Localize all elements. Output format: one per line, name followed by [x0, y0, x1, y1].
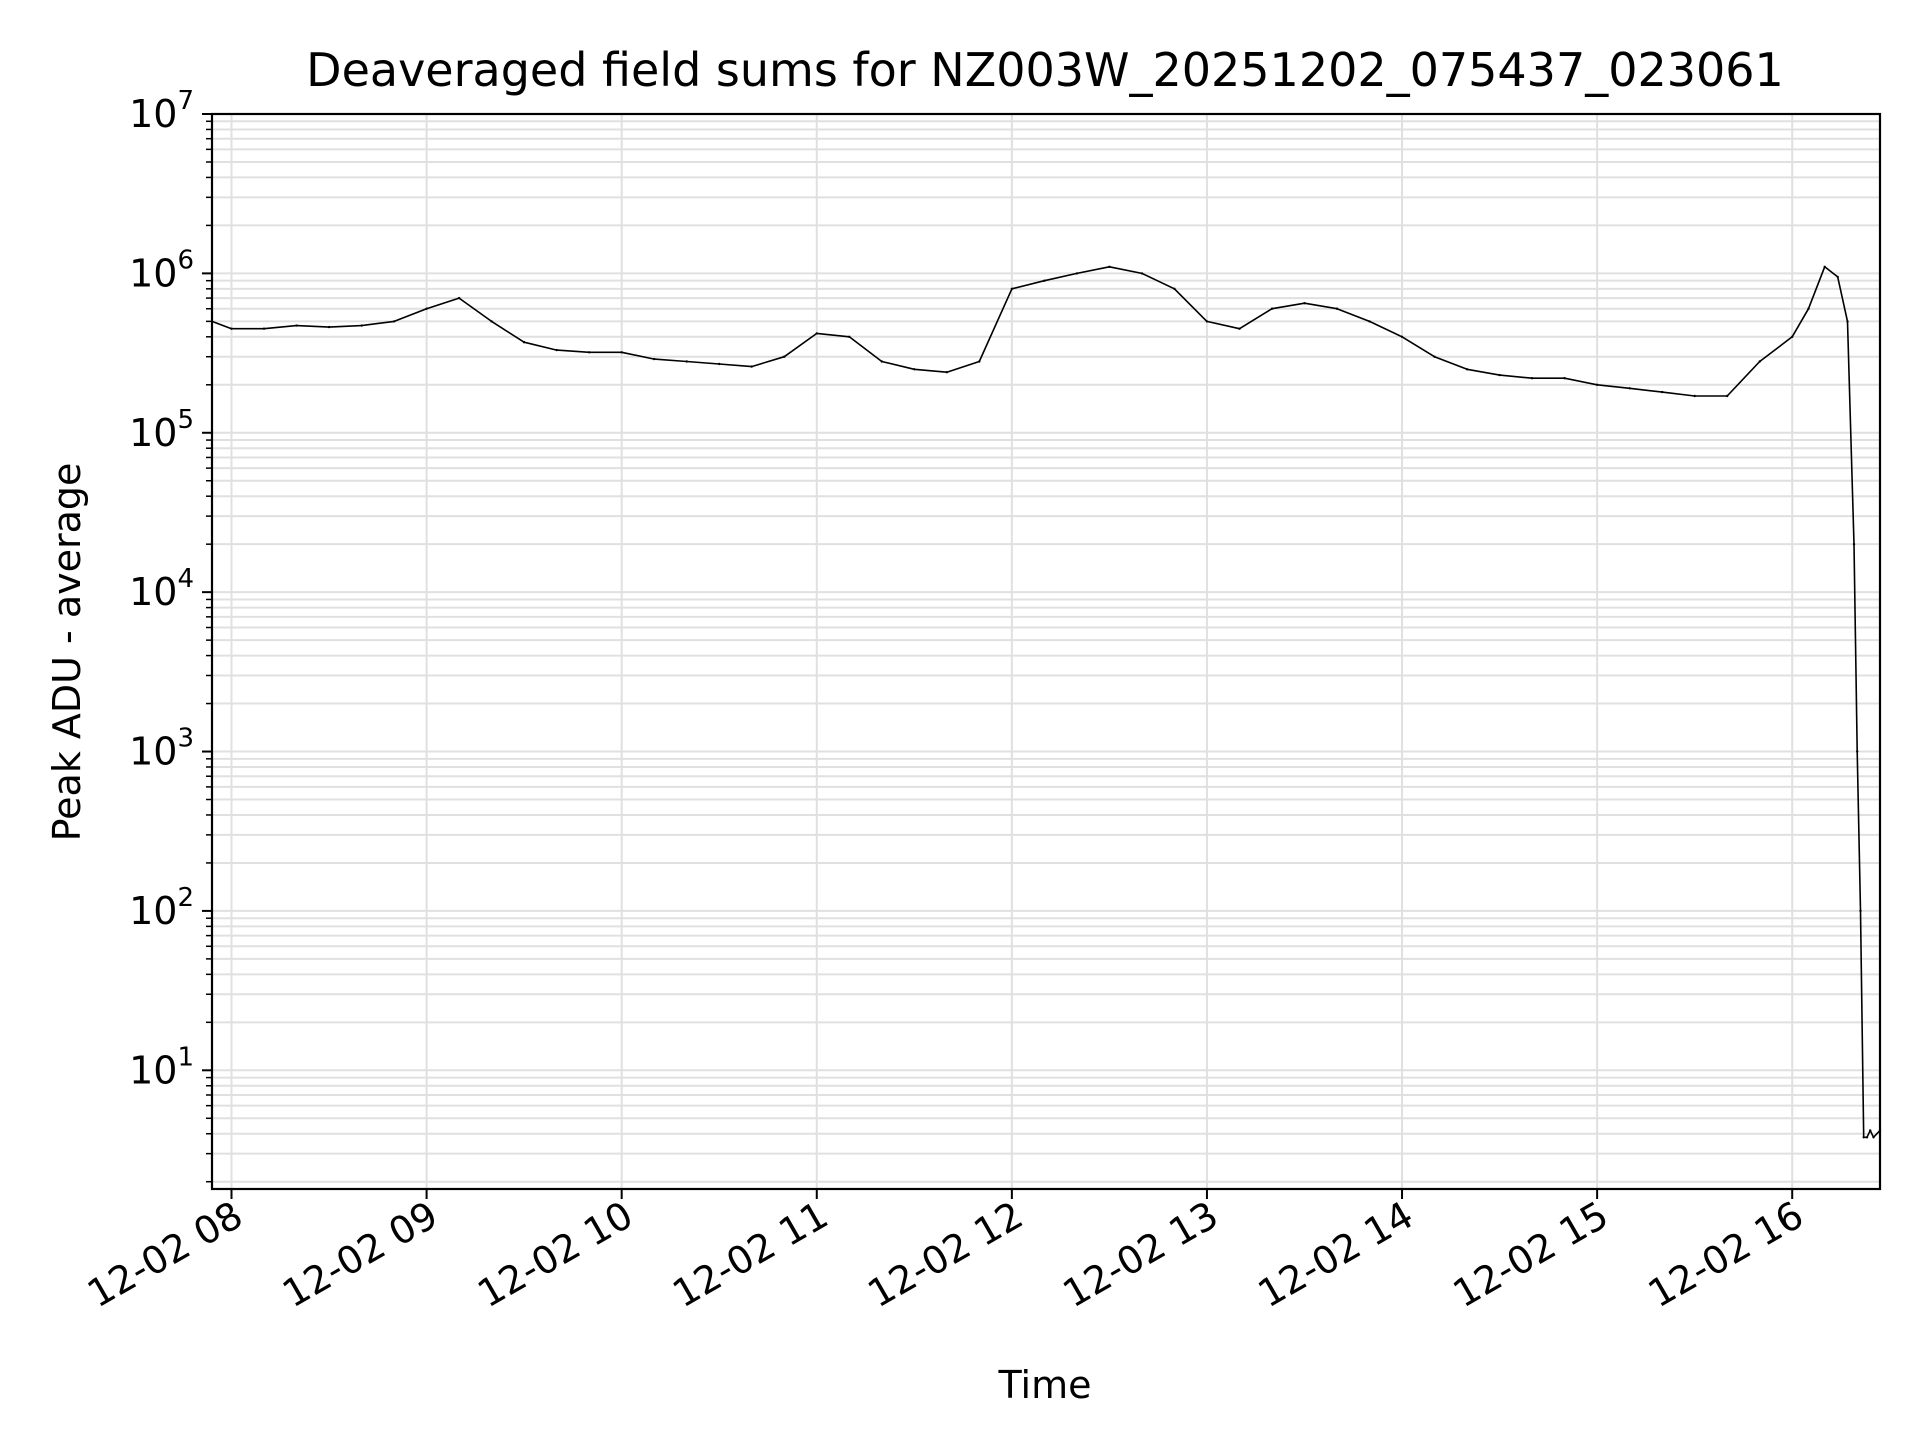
series-point: [1108, 265, 1111, 268]
series-point: [1043, 279, 1046, 282]
series-point: [913, 368, 916, 371]
series-point: [718, 362, 721, 366]
series-point: [1140, 272, 1144, 275]
series-point: [978, 360, 981, 363]
series-point: [1465, 368, 1469, 371]
y-tick-label: 106: [129, 245, 194, 295]
series-point: [295, 324, 298, 327]
chart-title: Deaveraged field sums for NZ003W_2025120…: [306, 43, 1784, 97]
series-point: [1595, 383, 1599, 386]
y-axis: 101 102 103 104 105 106 107: [129, 86, 212, 1183]
series-point: [1433, 355, 1436, 358]
y-tick-label: 103: [129, 724, 194, 774]
grid-minor: [212, 120, 1880, 1183]
series-point: [945, 371, 948, 374]
series-point: [1530, 377, 1534, 380]
series-point: [392, 320, 396, 323]
plot-frame: [210, 112, 1882, 1191]
series-point: [425, 307, 428, 310]
series-point: [1335, 307, 1339, 310]
series-point: [1846, 320, 1849, 323]
series-point: [555, 348, 558, 352]
series-point: [1498, 373, 1501, 377]
grid-major: [212, 113, 1880, 1189]
series-point: [1173, 287, 1176, 290]
x-axis-label: Time: [998, 1363, 1092, 1407]
y-tick-label: 105: [129, 405, 194, 455]
series-point: [653, 357, 656, 361]
series-point: [620, 351, 623, 354]
series-point: [327, 325, 331, 329]
series-line: [211, 265, 1881, 1139]
plot-area: [210, 112, 1882, 1191]
series-point: [230, 327, 233, 330]
series-point: [1862, 1136, 1865, 1139]
series-point: [1368, 320, 1371, 323]
y-tick-label: 107: [129, 86, 194, 136]
series-point: [1807, 307, 1810, 310]
series-point: [1661, 390, 1664, 394]
series-point: [1872, 1136, 1875, 1139]
series-point: [490, 320, 493, 323]
series-point: [848, 335, 851, 338]
series-point: [457, 296, 461, 300]
series-point: [1303, 302, 1306, 305]
series-point: [1836, 275, 1839, 279]
series-point: [522, 341, 526, 344]
series-point: [1270, 307, 1274, 310]
series-point: [880, 360, 883, 363]
y-tick-label: 104: [129, 564, 194, 614]
y-tick-label: 101: [129, 1042, 194, 1092]
series-point: [588, 351, 591, 354]
series-point: [1010, 287, 1014, 290]
series-point: [685, 360, 688, 363]
series-point: [815, 332, 818, 335]
series-point: [783, 355, 786, 358]
series-point: [262, 327, 266, 330]
series-point: [1628, 387, 1631, 390]
series-point: [1693, 394, 1696, 398]
series-point: [360, 324, 363, 327]
series-point: [1823, 265, 1826, 268]
series-point: [1075, 272, 1079, 275]
series-point: [1869, 1129, 1872, 1132]
y-tick-label: 102: [129, 883, 194, 933]
series-point: [1865, 1136, 1869, 1139]
y-axis-label: Peak ADU - average: [45, 463, 89, 842]
series-point: [750, 365, 753, 368]
series-point: [1856, 750, 1859, 753]
series-point: [1726, 394, 1729, 398]
series-point: [1205, 320, 1209, 323]
series-point: [1758, 360, 1761, 363]
series-point: [1400, 335, 1404, 338]
series-point: [1791, 335, 1794, 338]
series-point: [1238, 327, 1241, 330]
series-point: [1859, 909, 1862, 913]
series-point: [1852, 543, 1856, 546]
series-point: [1563, 377, 1566, 380]
